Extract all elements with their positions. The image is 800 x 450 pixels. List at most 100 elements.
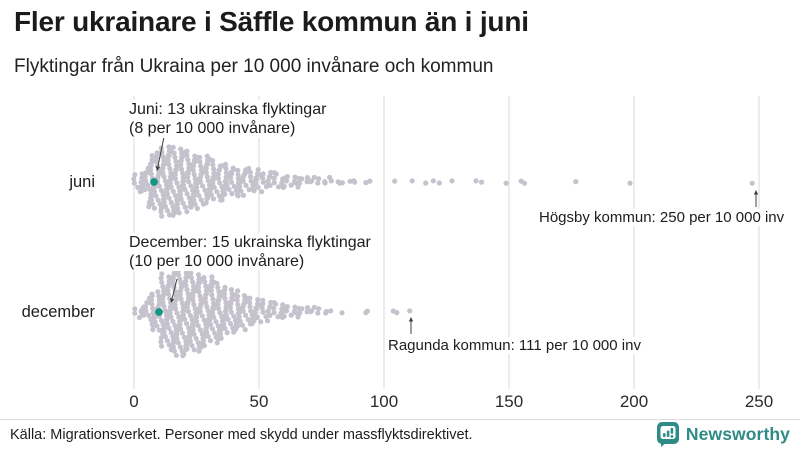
data-point-dot xyxy=(191,331,197,337)
data-point-dot xyxy=(228,287,234,293)
data-point-dot xyxy=(185,300,191,306)
data-point-dot xyxy=(184,304,190,310)
data-point-dot xyxy=(172,154,178,160)
data-point-dot xyxy=(190,163,197,169)
data-point-dot xyxy=(227,321,234,327)
data-point-dot xyxy=(210,296,216,302)
data-point-dot xyxy=(221,187,227,193)
data-point-dot xyxy=(161,325,167,331)
annotation-juni-line2: (8 per 10 000 invånare) xyxy=(129,120,296,137)
data-point-dot xyxy=(209,326,215,332)
data-point-dot xyxy=(161,195,167,201)
footer-divider xyxy=(0,419,800,420)
data-point-dot xyxy=(222,296,228,302)
data-point-dot xyxy=(177,292,183,298)
data-point-dot xyxy=(247,299,253,306)
data-point-dot xyxy=(158,275,164,281)
data-point-dot xyxy=(196,289,202,295)
data-point-dot xyxy=(172,271,178,278)
data-point-dot xyxy=(170,144,176,150)
data-point-dot xyxy=(292,174,298,180)
data-point-dot xyxy=(181,334,188,340)
data-point-dot xyxy=(436,180,442,186)
data-point-dot xyxy=(316,176,322,182)
annotation-arrowhead xyxy=(155,166,161,171)
data-point-dot xyxy=(165,287,171,293)
data-point-dot xyxy=(243,182,249,188)
data-point-dot xyxy=(222,287,228,293)
data-point-dot xyxy=(260,175,266,181)
data-point-dot xyxy=(149,192,155,198)
data-point-dot xyxy=(184,191,190,197)
data-point-dot xyxy=(221,317,227,323)
data-point-dot xyxy=(299,306,305,312)
data-point-dot xyxy=(197,309,203,315)
data-point-dot xyxy=(168,330,174,336)
data-point-dot xyxy=(304,175,311,181)
data-point-dot xyxy=(195,323,201,329)
data-point-dot xyxy=(158,209,164,215)
data-point-dot xyxy=(178,326,184,332)
data-point-dot xyxy=(235,193,241,199)
data-point-dot xyxy=(182,316,188,322)
data-point-dot xyxy=(364,308,370,314)
data-point-dot xyxy=(168,175,175,182)
data-point-dot xyxy=(255,167,261,173)
data-point-dot xyxy=(211,184,217,190)
data-point-dot xyxy=(268,169,274,176)
data-point-dot xyxy=(170,188,176,194)
data-point-dot xyxy=(156,327,162,333)
data-point-dot xyxy=(245,317,251,323)
data-point-dot xyxy=(218,335,224,341)
data-point-dot xyxy=(184,287,190,293)
data-point-dot xyxy=(297,180,303,186)
data-point-dot xyxy=(180,178,187,184)
data-point-dot xyxy=(209,274,215,280)
highlight-dot-december xyxy=(155,308,163,316)
data-point-dot xyxy=(164,321,170,327)
data-point-dot xyxy=(158,318,165,324)
data-point-dot xyxy=(170,276,176,282)
data-point-dot xyxy=(154,323,160,329)
data-point-dot xyxy=(177,192,183,198)
data-point-dot xyxy=(242,327,248,333)
data-point-dot xyxy=(295,184,301,190)
data-point-dot xyxy=(172,306,179,312)
data-point-dot xyxy=(178,146,184,152)
data-point-dot xyxy=(188,275,194,281)
data-point-dot xyxy=(230,296,236,302)
data-point-dot xyxy=(185,174,191,180)
data-point-dot xyxy=(221,321,227,327)
data-point-dot xyxy=(228,301,234,307)
data-point-dot xyxy=(172,176,179,182)
data-point-dot xyxy=(188,270,194,276)
data-point-dot xyxy=(196,193,202,199)
annotation-arrow xyxy=(171,278,178,299)
data-point-dot xyxy=(204,174,210,180)
data-point-dot xyxy=(166,144,172,150)
data-point-dot xyxy=(200,338,206,344)
data-point-dot xyxy=(160,299,166,305)
data-point-dot xyxy=(216,289,222,295)
data-point-dot xyxy=(151,205,157,211)
data-point-dot xyxy=(150,305,156,311)
data-point-dot xyxy=(197,293,203,299)
data-point-dot xyxy=(184,152,190,158)
data-point-dot xyxy=(238,188,244,194)
data-point-dot xyxy=(284,304,290,310)
data-point-dot xyxy=(273,301,279,307)
data-point-dot xyxy=(218,327,224,333)
data-point-dot xyxy=(182,186,188,192)
data-point-dot xyxy=(213,319,219,325)
data-point-dot xyxy=(240,304,246,310)
data-point-dot xyxy=(142,186,148,193)
data-point-dot xyxy=(205,161,211,167)
data-point-dot xyxy=(423,180,429,186)
data-point-dot xyxy=(315,180,321,186)
data-point-dot xyxy=(173,352,179,358)
data-point-dot xyxy=(190,297,196,303)
data-point-dot xyxy=(166,325,172,331)
data-point-dot xyxy=(160,295,166,301)
data-point-dot xyxy=(184,274,190,280)
